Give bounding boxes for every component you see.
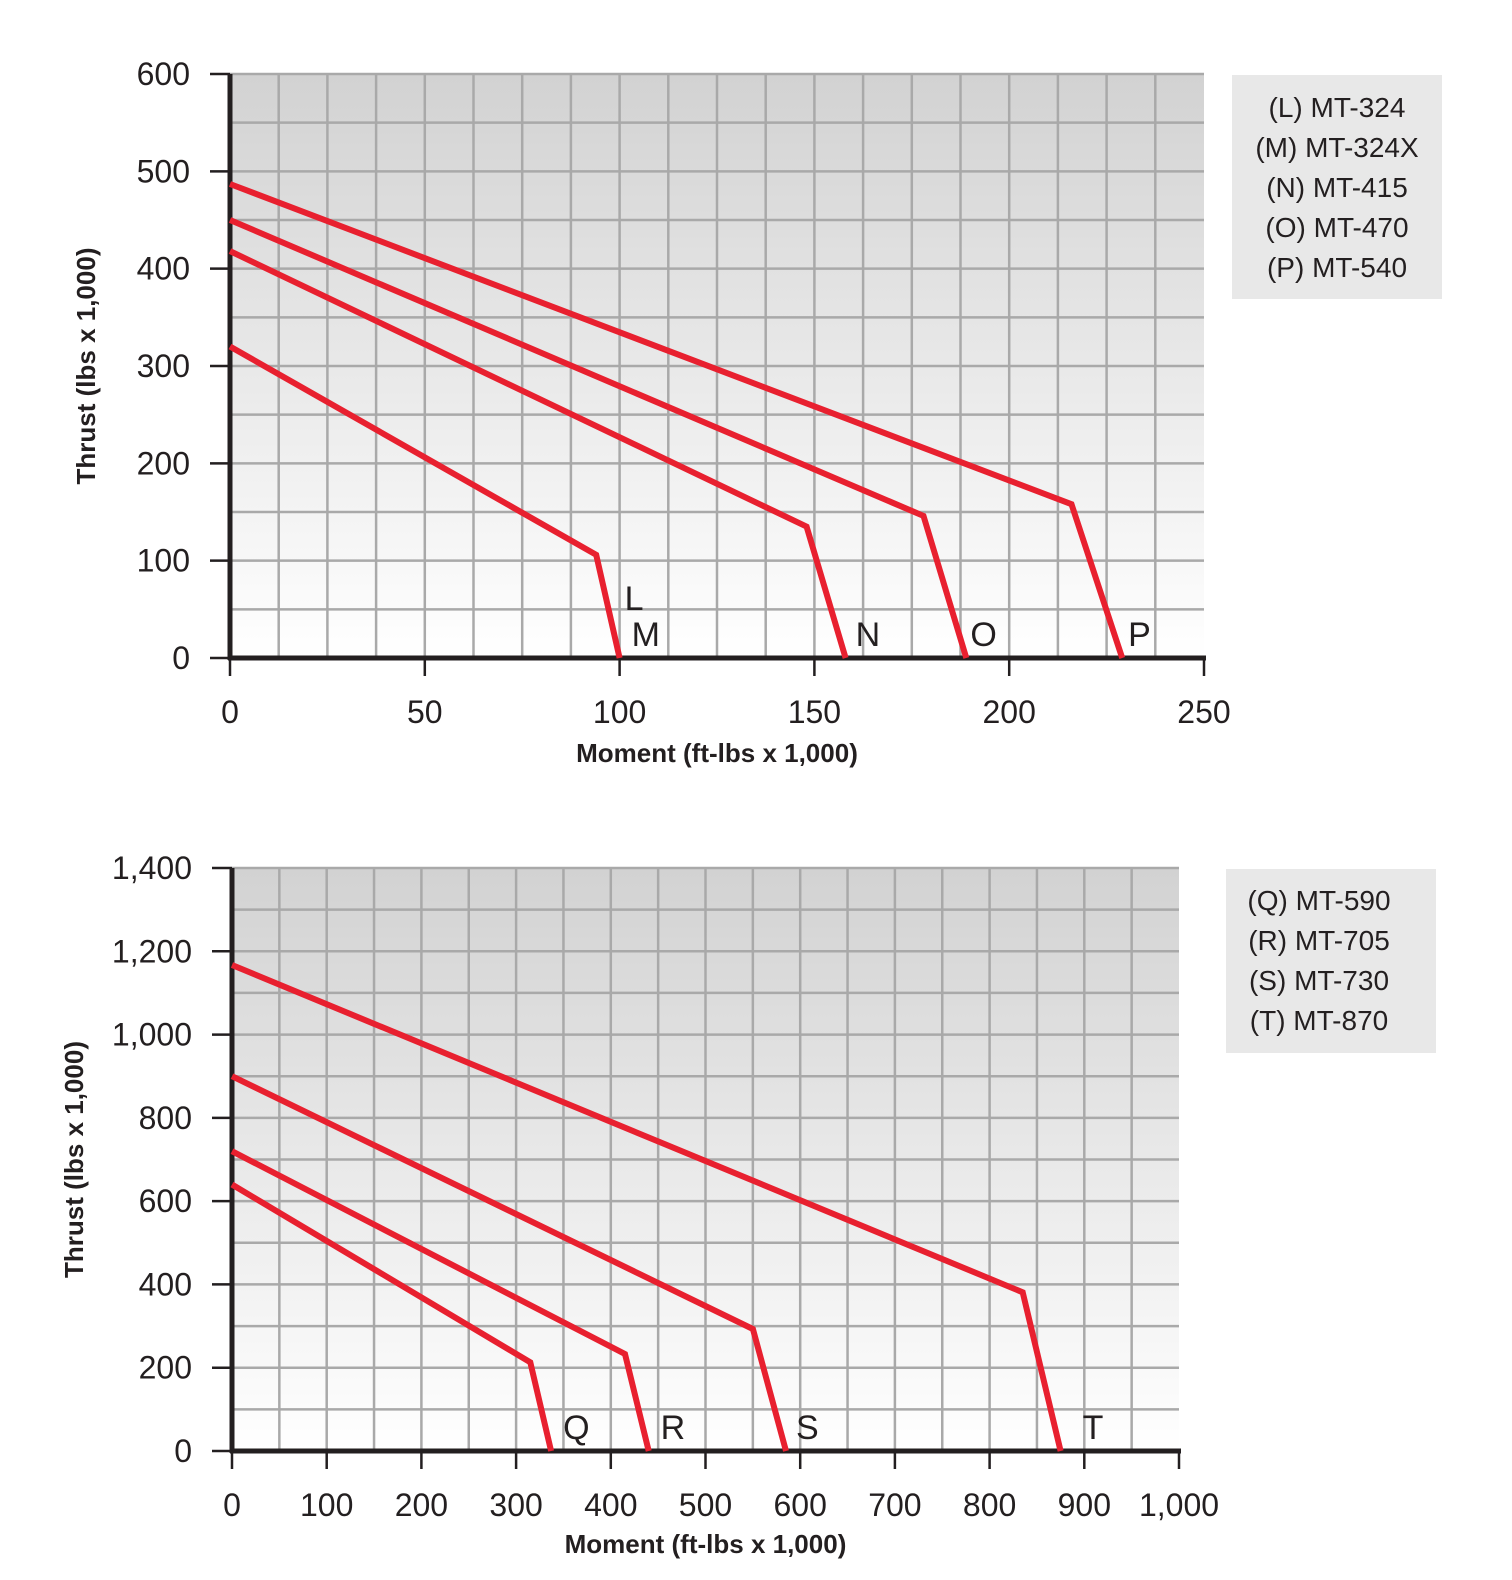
legend-entry: (L) MT-324 (1269, 92, 1406, 123)
x-tick-label: 900 (1058, 1487, 1111, 1523)
y-tick-label: 1,200 (112, 933, 192, 969)
y-tick-label: 1,000 (112, 1017, 192, 1053)
series-label-m: M (632, 616, 660, 654)
legend-entry: (S) MT-730 (1249, 965, 1389, 996)
legend-entry: (O) MT-470 (1265, 212, 1408, 243)
legend: (Q) MT-590 (R) MT-705 (S) MT-730 (T) MT-870 (1226, 869, 1436, 1053)
x-tick-label: 0 (223, 1487, 241, 1523)
y-tick-label: 800 (139, 1100, 192, 1136)
x-tick-label: 150 (788, 694, 841, 730)
series-label-s: S (796, 1409, 819, 1447)
y-tick-label: 400 (137, 251, 190, 287)
series-line-l-m (228, 343, 623, 659)
x-tick-label: 200 (983, 694, 1036, 730)
y-axis-title: Thrust (lbs x 1,000) (71, 248, 101, 485)
x-tick-label: 500 (679, 1487, 732, 1523)
legend-entry: (P) MT-540 (1267, 252, 1407, 283)
series-label-o: O (970, 616, 996, 654)
x-tick-label: 0 (221, 694, 239, 730)
series-label-t: T (1083, 1409, 1104, 1447)
chart-2: 0 200 400 600 800 1,000 1,200 1,400 0 100 200 300 40… (59, 850, 1436, 1559)
series-label-n: N (856, 616, 881, 654)
legend-entry: (M) MT-324X (1255, 132, 1419, 163)
series-line-r (230, 1148, 652, 1452)
x-tick-label: 250 (1177, 694, 1230, 730)
x-tick-label: 700 (868, 1487, 921, 1523)
x-tick-label: 300 (489, 1487, 542, 1523)
chart-1: 0 100 200 300 400 500 600 0 50 100 150 200 250 Moment… (71, 56, 1442, 768)
series-line-n (228, 248, 849, 659)
series-label-r: R (661, 1409, 686, 1447)
x-tick-label: 100 (300, 1487, 353, 1523)
series-line-s (230, 1073, 789, 1452)
legend: (L) MT-324 (M) MT-324X (N) MT-415 (O) MT-47… (1232, 75, 1442, 299)
y-tick-label: 600 (137, 56, 190, 92)
y-tick-label: 200 (137, 445, 190, 481)
x-tick-label: 400 (584, 1487, 637, 1523)
x-tick-label: 50 (407, 694, 443, 730)
x-tick-label: 800 (963, 1487, 1016, 1523)
grid (232, 866, 1179, 1451)
x-tick-label: 600 (774, 1487, 827, 1523)
legend-entry: (R) MT-705 (1248, 925, 1390, 956)
y-tick-label: 200 (139, 1350, 192, 1386)
legend-entry: (N) MT-415 (1266, 172, 1408, 203)
y-tick-label: 100 (137, 543, 190, 579)
series-line-t (230, 962, 1064, 1452)
series-line-o (228, 217, 970, 659)
series-label-l: L (625, 580, 644, 618)
series-label-q: Q (563, 1409, 589, 1447)
grid (230, 72, 1204, 658)
y-tick-label: 0 (174, 1433, 192, 1469)
series-label-p: P (1128, 616, 1151, 654)
legend-box (1232, 75, 1442, 299)
y-tick-label: 0 (172, 640, 190, 676)
series-line-q (230, 1181, 555, 1452)
legend-box (1226, 869, 1436, 1053)
x-axis-title: Moment (ft-lbs x 1,000) (565, 1529, 847, 1559)
legend-entry: (Q) MT-590 (1247, 885, 1390, 916)
y-tick-label: 300 (137, 348, 190, 384)
y-axis-title: Thrust (lbs x 1,000) (59, 1041, 89, 1278)
series-line-p (228, 181, 1126, 659)
y-tick-label: 500 (137, 153, 190, 189)
x-tick-label: 1,000 (1139, 1487, 1219, 1523)
legend-entry: (T) MT-870 (1250, 1005, 1388, 1036)
x-tick-label: 200 (395, 1487, 448, 1523)
y-tick-label: 400 (139, 1266, 192, 1302)
x-axis-title: Moment (ft-lbs x 1,000) (576, 738, 858, 768)
y-tick-label: 600 (139, 1183, 192, 1219)
x-tick-label: 100 (593, 694, 646, 730)
y-tick-label: 1,400 (112, 850, 192, 886)
